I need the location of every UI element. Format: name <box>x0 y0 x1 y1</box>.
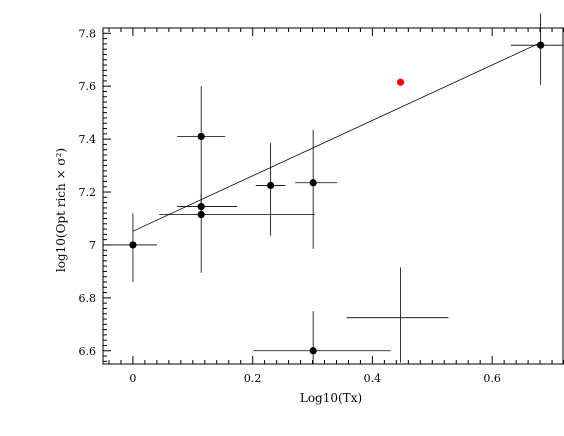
x-tick-label: 0.2 <box>244 372 262 385</box>
data-point <box>537 41 545 49</box>
y-tick-label: 7.6 <box>79 80 97 93</box>
y-tick-label: 7 <box>89 239 96 252</box>
x-tick-label: 0 <box>129 372 136 385</box>
x-axis-tick-labels: 0 0.2 0.4 0.6 <box>129 372 500 385</box>
data-point <box>197 202 205 211</box>
x-tick-label: 0.4 <box>364 372 382 385</box>
data-point <box>267 181 275 190</box>
y-tick-label: 6.8 <box>79 292 97 305</box>
plot-frame <box>102 27 564 365</box>
error-bars <box>108 13 563 364</box>
data-point <box>197 210 205 219</box>
highlight-point <box>396 78 405 86</box>
y-tick-label: 7.4 <box>79 133 97 146</box>
x-tick-label: 0.6 <box>483 372 501 385</box>
y-tick-label: 6.6 <box>79 345 97 358</box>
y-axis-tick-labels: 6.6 6.8 7 7.2 7.4 7.6 7.8 <box>79 27 97 357</box>
data-point <box>129 241 137 249</box>
y-tick-label: 7.8 <box>79 27 97 40</box>
x-axis-label: Log10(Tx) <box>300 391 362 405</box>
data-point <box>309 347 317 355</box>
y-tick-label: 7.2 <box>79 186 97 199</box>
data-point <box>197 132 205 141</box>
x-axis-ticks <box>108 28 564 364</box>
y-axis-ticks <box>103 27 111 362</box>
y-axis-label: log10(Opt rich × σ²) <box>54 148 68 272</box>
data-point <box>309 179 317 187</box>
data-points <box>129 41 545 355</box>
plot-frame-rect <box>102 27 564 365</box>
